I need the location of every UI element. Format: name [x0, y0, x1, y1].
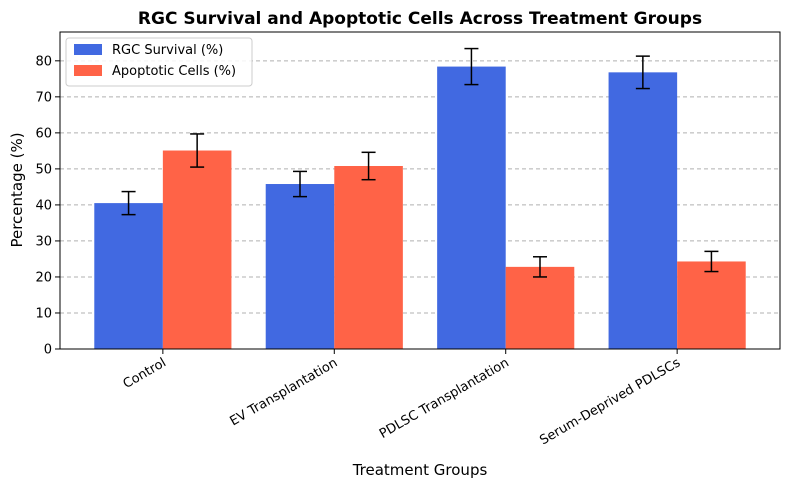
bar-rgc-survival: [265, 184, 335, 349]
chart-title: RGC Survival and Apoptotic Cells Across …: [138, 9, 702, 29]
x-tick-label: EV Transplantation: [227, 355, 340, 429]
y-tick-label: 0: [44, 343, 52, 358]
y-tick-label: 20: [35, 270, 52, 285]
x-tick-label: PDLSC Transplantation: [377, 355, 512, 441]
y-tick-label: 70: [35, 90, 52, 105]
bar-apoptotic-cells: [505, 266, 575, 349]
plot-frame: [59, 31, 781, 350]
y-axis: 0 10 20 30 40 50 60 70 80: [35, 54, 60, 358]
bar-apoptotic-cells: [162, 150, 232, 349]
legend-label: RGC Survival (%): [112, 43, 223, 58]
bar-apoptotic-cells: [677, 261, 746, 349]
x-axis-label: Treatment Groups: [352, 461, 488, 479]
bar-rgc-survival: [94, 203, 163, 349]
x-axis: Control EV Transplantation PDLSC Transplan…: [121, 349, 683, 448]
x-tick-label: Serum-Deprived PDLSCs: [537, 355, 683, 448]
legend-label: Apoptotic Cells (%): [112, 64, 236, 79]
bar-apoptotic-cells: [334, 166, 403, 349]
y-axis-label: Percentage (%): [8, 132, 26, 247]
bars-layer: [94, 66, 746, 349]
y-tick-label: 10: [35, 306, 52, 321]
y-tick-label: 50: [35, 162, 52, 177]
x-tick-label: Control: [121, 355, 169, 391]
y-tick-label: 30: [35, 234, 52, 249]
bar-rgc-survival: [437, 66, 506, 349]
legend: RGC Survival (%) Apoptotic Cells (%): [65, 37, 253, 87]
legend-box: [65, 37, 253, 87]
y-tick-label: 60: [35, 126, 52, 141]
y-tick-label: 40: [35, 198, 52, 213]
legend-swatch: [74, 65, 102, 76]
y-tick-label: 80: [35, 54, 52, 69]
legend-swatch: [74, 44, 102, 55]
bar-rgc-survival: [608, 72, 678, 349]
error-bars-layer: [121, 47, 719, 278]
